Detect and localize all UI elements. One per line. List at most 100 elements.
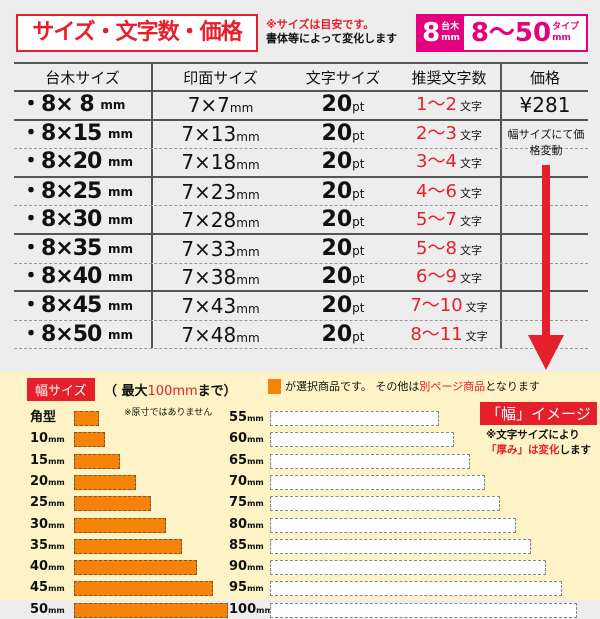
width-label-80: 80mm [229, 517, 264, 534]
down-arrow-icon [528, 165, 564, 370]
width-value: 75 [229, 495, 248, 511]
width-value: 25 [30, 495, 49, 511]
width-value: 角型 [30, 410, 57, 425]
width-bar-45 [74, 581, 213, 597]
width-label-20: 20mm [30, 474, 65, 491]
width-bar-30 [74, 517, 167, 533]
rec-value: 6～9 [416, 265, 457, 287]
rec-value: 8～11 [410, 323, 463, 345]
unit: 文字 [465, 329, 488, 343]
width-value: 95 [229, 580, 248, 596]
char-size: 20pt [288, 178, 398, 204]
width-bar-25 [74, 496, 151, 512]
price [500, 320, 588, 349]
char-size-value: 20 [321, 206, 353, 232]
width-label-45: 45mm [30, 580, 65, 597]
recommended-chars: 5～8 文字 [398, 239, 500, 258]
unit: mm [100, 98, 126, 113]
width-value: 55 [229, 410, 248, 425]
size-table: 台木サイズ 印面サイズ 文字サイズ 推奨文字数 価格 ・8× 8 mm 7×7m… [14, 62, 588, 350]
base-size: ・8×45 mm [14, 292, 153, 320]
recommended-chars: 5～7 文字 [398, 210, 500, 229]
base-size-value: ・8×30 [20, 206, 102, 232]
base-size: ・8×20 mm [14, 149, 153, 176]
max-value: 100mm [147, 384, 198, 399]
unit: 文字 [459, 271, 482, 285]
price [500, 206, 588, 233]
print-size: 7×7mm [153, 95, 288, 115]
rec-value: 7～10 [410, 294, 463, 316]
unit: mm [247, 456, 264, 466]
width-value: 70 [229, 473, 248, 489]
base-size-value: ・8×15 [20, 121, 102, 147]
width-bar-90 [270, 560, 547, 576]
print-size: 7×23mm [153, 182, 288, 202]
width-label-85: 85mm [229, 538, 264, 555]
orange-swatch [268, 378, 281, 394]
badge-range: 8～50 [470, 18, 552, 48]
width-label-75: 75mm [229, 495, 264, 512]
price [500, 120, 588, 149]
width-label-10: 10mm [30, 431, 65, 448]
width-value: 35 [30, 537, 49, 553]
price-note: 幅サイズにて価格変動 [507, 128, 585, 157]
unit: mm [236, 187, 260, 202]
base-size-value: ・8×50 [20, 321, 102, 347]
width-label-40: 40mm [30, 559, 65, 576]
width-bar-80 [270, 517, 516, 533]
recommended-chars: 2～3 文字 [398, 125, 500, 143]
recommended-chars: 1～2 文字 [398, 96, 500, 114]
width-bar-20 [74, 474, 136, 490]
base-size-value: ・8×20 [20, 149, 102, 175]
width-bar-40 [74, 560, 198, 576]
unit: mm [229, 101, 254, 116]
unit: mm [247, 414, 264, 423]
char-size-value: 20 [321, 321, 353, 347]
width-label-60: 60mm [229, 431, 264, 448]
print-size-value: 7×7 [187, 93, 230, 118]
unit: 文字 [459, 129, 482, 143]
price [500, 177, 588, 206]
header-rec: 推奨文字数 [411, 68, 487, 87]
unit: mm [247, 541, 264, 551]
unit: pt [352, 186, 365, 201]
width-value: 15 [30, 452, 49, 468]
size-badge: 8 台木 mm 8～50 タイプ mm [416, 14, 588, 52]
legend-end: となります [485, 380, 540, 393]
price [500, 234, 588, 263]
width-bar-60 [270, 432, 455, 448]
char-size-value: 20 [321, 235, 353, 261]
unit: mm [108, 184, 134, 199]
page-title: サイズ・文字数・価格 [16, 14, 258, 52]
price [500, 292, 588, 320]
table-header: 台木サイズ 印面サイズ 文字サイズ 推奨文字数 価格 [14, 62, 588, 92]
base-size: ・8×35 mm [14, 234, 153, 263]
width-bar-35 [74, 538, 182, 554]
print-size: 7×28mm [153, 210, 288, 230]
recommended-chars: 4～6 文字 [398, 182, 500, 201]
char-size: 20pt [288, 123, 398, 145]
header-pt: 文字サイズ [305, 68, 381, 87]
print-size: 7×18mm [153, 152, 288, 172]
unit: mm [48, 477, 65, 487]
width-bar-55 [270, 411, 439, 426]
unit: mm [247, 520, 264, 530]
width-bar-75 [270, 496, 501, 512]
char-size-value: 20 [321, 92, 353, 118]
table-row: ・8×20 mm 7×18mm 20pt 3～4 文字 [14, 149, 588, 178]
width-bar-95 [270, 581, 562, 597]
table-row: ・8×15 mm 7×13mm 20pt 2～3 文字 [14, 120, 588, 150]
char-size-value: 20 [321, 178, 353, 204]
price: ¥281 [500, 92, 588, 119]
unit: mm [108, 298, 134, 313]
char-size: 20pt [288, 151, 398, 173]
char-size: 20pt [288, 235, 398, 261]
unit: 文字 [459, 100, 482, 114]
table-row: ・8×25 mm 7×23mm 20pt 4～6 文字 [14, 177, 588, 207]
unit: mm [108, 212, 134, 227]
table-row: ・8×45 mm 7×43mm 20pt 7～10 文字 [14, 292, 588, 321]
not-actual-note: ※原寸ではありません [124, 408, 213, 418]
width-bar-15 [74, 453, 121, 469]
width-value: 80 [229, 516, 248, 532]
base-size: ・8×50 mm [14, 320, 153, 349]
